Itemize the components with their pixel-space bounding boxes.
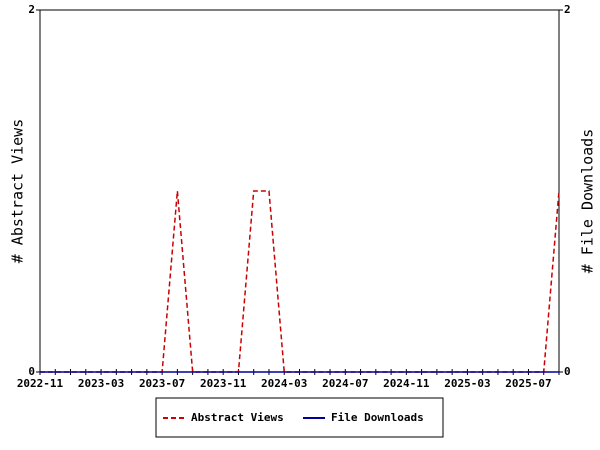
plot-frame	[39, 9, 560, 373]
y-tick-label: 2	[28, 3, 35, 16]
legend	[155, 397, 444, 438]
y2-tick-label: 0	[564, 365, 571, 378]
x-tick-label: 2024-11	[383, 377, 430, 390]
y2-axis-title: # File Downloads	[579, 129, 597, 274]
legend-label: Abstract Views	[191, 411, 284, 424]
x-tick-label: 2023-11	[200, 377, 247, 390]
y2-tick-label: 2	[564, 3, 571, 16]
x-tick-label: 2023-03	[78, 377, 124, 390]
y-axis-title: # Abstract Views	[9, 119, 27, 264]
legend-label: File Downloads	[331, 411, 424, 424]
x-tick-label: 2024-03	[261, 377, 307, 390]
x-tick-label: 2023-07	[139, 377, 185, 390]
x-tick-label: 2025-03	[444, 377, 490, 390]
x-tick-label: 2025-07	[505, 377, 551, 390]
y-tick-label: 0	[28, 365, 35, 378]
x-tick-label: 2024-07	[322, 377, 368, 390]
x-tick-label: 2022-11	[17, 377, 64, 390]
